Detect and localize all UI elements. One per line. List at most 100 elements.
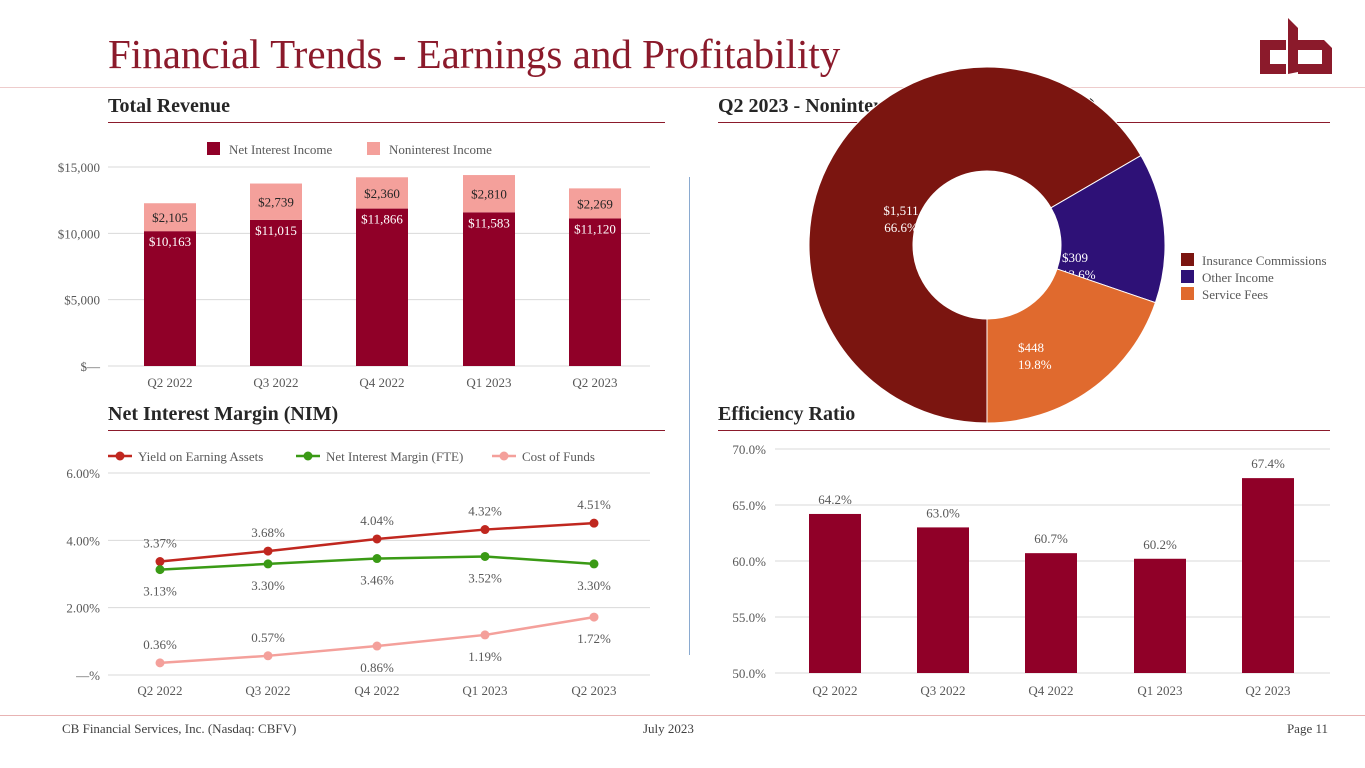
legend-swatch: [1181, 253, 1194, 266]
legend-swatch: [1181, 270, 1194, 283]
company-logo: [1260, 18, 1332, 76]
slice-value-label: $448: [1018, 340, 1044, 355]
bar: [1134, 558, 1186, 673]
donut-slice: [986, 268, 1157, 424]
donut-slice: [808, 66, 1142, 424]
data-point: [372, 534, 382, 544]
legend-label: Cost of Funds: [522, 449, 595, 464]
legend-label: Net Interest Income: [229, 142, 332, 157]
bar: [1242, 478, 1294, 673]
legend-label: Yield on Earning Assets: [138, 449, 263, 464]
slice-pct-label: 66.6%: [884, 220, 918, 235]
data-point: [155, 557, 165, 567]
data-label: 3.52%: [468, 570, 502, 585]
bar: [917, 527, 969, 673]
legend-label: Other Income: [1202, 270, 1274, 285]
x-tick-label: Q2 2023: [571, 683, 616, 698]
y-tick-label: $5,000: [64, 293, 100, 308]
footer-page: Page 11: [1286, 721, 1328, 736]
legend-marker: [115, 451, 125, 461]
data-label: $2,739: [258, 195, 294, 210]
bar-noninterest: [144, 203, 196, 232]
section-title-revenue: Total Revenue: [108, 95, 231, 117]
donut-slice: [1050, 154, 1166, 304]
legend-label: Service Fees: [1202, 287, 1268, 302]
y-tick-label: $—: [81, 359, 102, 374]
y-tick-label: 65.0%: [732, 498, 766, 513]
data-label: 67.4%: [1251, 456, 1285, 471]
data-label: $10,163: [149, 234, 191, 249]
legend-label: Insurance Commissions: [1202, 253, 1327, 268]
data-label: $2,810: [471, 187, 507, 202]
legend-marker: [499, 451, 509, 461]
legend-swatch: [207, 142, 220, 155]
data-point: [589, 518, 599, 528]
x-tick-label: Q2 2022: [137, 683, 182, 698]
slice-value-label: $1,511: [883, 203, 918, 218]
x-tick-label: Q1 2023: [462, 683, 507, 698]
slice-value-label: $309: [1062, 250, 1088, 265]
section-rule: [718, 430, 1330, 431]
x-tick-label: Q2 2023: [1245, 683, 1290, 698]
bar-net-interest: [463, 212, 515, 366]
x-tick-label: Q2 2023: [572, 375, 617, 390]
y-tick-label: 50.0%: [732, 666, 766, 681]
data-label: 60.7%: [1034, 531, 1068, 546]
y-tick-label: $15,000: [58, 160, 100, 175]
data-label: 3.30%: [251, 578, 285, 593]
x-tick-label: Q3 2022: [920, 683, 965, 698]
bar: [1025, 553, 1077, 673]
data-point: [480, 551, 490, 561]
y-tick-label: —%: [75, 668, 100, 683]
data-label: $11,583: [468, 215, 510, 230]
data-label: 4.04%: [360, 513, 394, 528]
bar: [809, 513, 861, 673]
x-tick-label: Q3 2022: [253, 375, 298, 390]
legend-swatch: [367, 142, 380, 155]
data-label: 3.13%: [143, 584, 177, 599]
data-label: $2,360: [364, 186, 400, 201]
x-tick-label: Q2 2022: [147, 375, 192, 390]
bar-noninterest: [463, 175, 515, 213]
section-title-efficiency: Efficiency Ratio: [718, 403, 856, 425]
y-tick-label: 55.0%: [732, 610, 766, 625]
data-label: 63.0%: [926, 505, 960, 520]
data-point: [480, 525, 490, 535]
data-point: [589, 559, 599, 569]
x-tick-label: Q4 2022: [359, 375, 404, 390]
y-tick-label: 70.0%: [732, 442, 766, 457]
data-point: [589, 612, 599, 622]
data-point: [155, 658, 165, 668]
section-rule: [108, 122, 665, 123]
slice-pct-label: 19.8%: [1018, 357, 1052, 372]
data-point: [480, 630, 490, 640]
section-title-nim: Net Interest Margin (NIM): [108, 403, 339, 425]
footer-date: July 2023: [643, 721, 694, 736]
legend-marker: [303, 451, 313, 461]
bar-noninterest: [356, 177, 408, 209]
bar-net-interest: [250, 219, 302, 366]
data-label: 0.57%: [251, 630, 285, 645]
x-tick-label: Q2 2022: [812, 683, 857, 698]
y-tick-label: 4.00%: [66, 533, 100, 548]
x-tick-label: Q1 2023: [1137, 683, 1182, 698]
data-label: 3.68%: [251, 525, 285, 540]
data-label: 3.37%: [143, 536, 177, 551]
data-label: $2,269: [577, 196, 613, 211]
series-line: [159, 615, 595, 665]
y-tick-label: $10,000: [58, 226, 100, 241]
data-point: [155, 565, 165, 575]
data-point: [263, 559, 273, 569]
data-label: 4.32%: [468, 504, 502, 519]
legend-swatch: [1181, 287, 1194, 300]
data-point: [263, 546, 273, 556]
data-label: 0.86%: [360, 660, 394, 675]
footer-rule: [0, 715, 1365, 716]
x-tick-label: Q3 2022: [245, 683, 290, 698]
data-label: $11,015: [255, 223, 297, 238]
y-tick-label: 6.00%: [66, 466, 100, 481]
data-label: $2,105: [152, 210, 188, 225]
section-rule: [108, 430, 665, 431]
x-tick-label: Q4 2022: [354, 683, 399, 698]
